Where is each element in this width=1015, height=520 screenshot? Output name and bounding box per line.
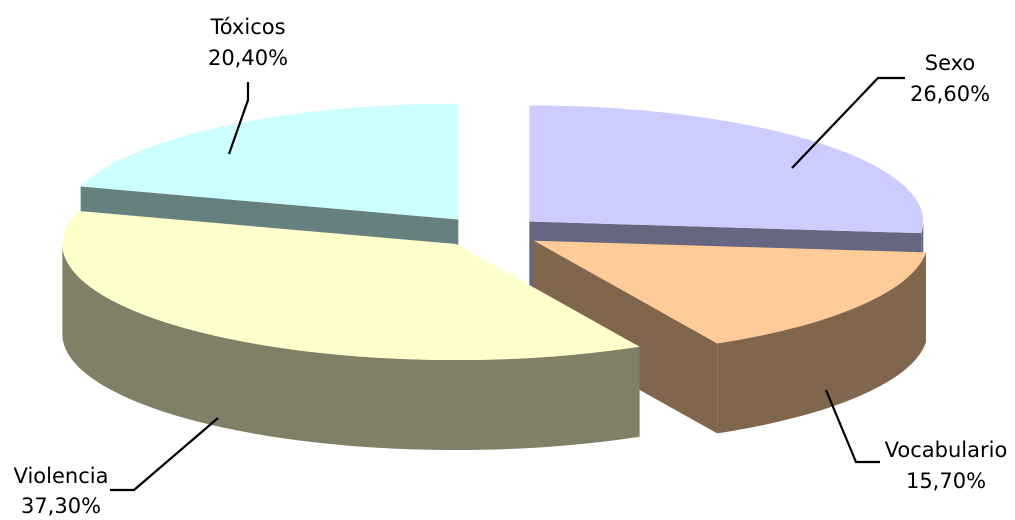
slice-wall-violencia [62,244,640,451]
data-label-vocabulario: Vocabulario 15,70% [885,438,1008,493]
leader-line-toxicos [227,82,250,155]
pie-tops [62,103,926,361]
slice-violencia [62,210,640,361]
slice-label-sexo: Sexo [925,51,976,75]
slice-vocabulario [533,240,926,344]
data-label-sexo: Sexo 26,60% [910,51,990,106]
slice-value-toxicos: 20,40% [208,46,288,70]
slice-face-vocabulario-1 [533,240,718,434]
slice-value-sexo: 26,60% [910,82,990,106]
slice-wall-vocabulario [717,252,926,434]
data-label-violencia: Violencia 37,30% [14,464,109,518]
slice-value-violencia: 37,30% [21,494,101,518]
leader-line-violencia [110,417,219,492]
data-label-toxicos: Tóxicos 20,40% [208,15,288,70]
slice-label-vocabulario: Vocabulario [885,438,1008,462]
slice-label-violencia: Violencia [14,464,109,488]
slice-sexo [529,105,924,234]
slice-toxicos [80,103,459,220]
leader-line-vocabulario [824,389,880,464]
leader-line-sexo [791,76,905,169]
slice-label-toxicos: Tóxicos [209,15,285,39]
slice-value-vocabulario: 15,70% [906,469,986,493]
leader-lines [110,76,905,492]
